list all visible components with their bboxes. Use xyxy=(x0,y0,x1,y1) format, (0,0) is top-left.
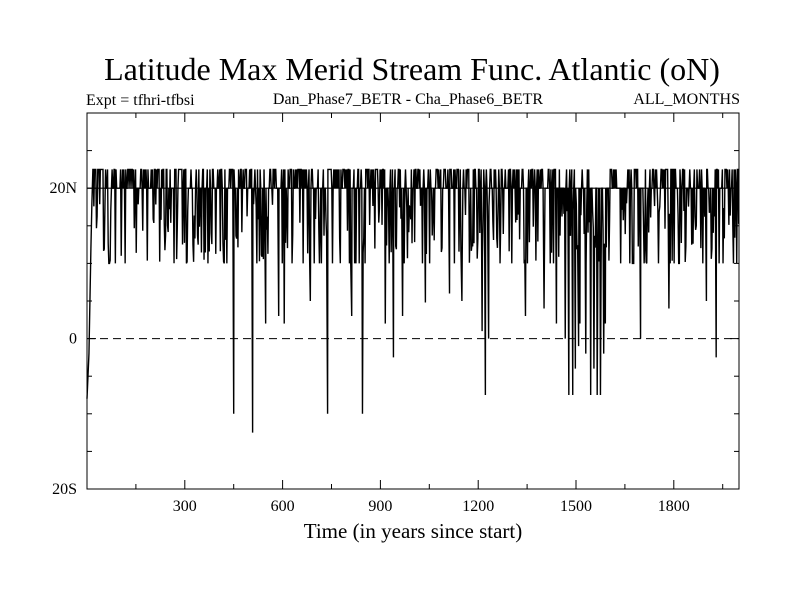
x-tick-label: 1800 xyxy=(658,498,690,515)
x-tick-label: 1200 xyxy=(462,498,494,515)
months-label: ALL_MONTHS xyxy=(633,91,740,108)
comparison-label: Dan_Phase7_BETR - Cha_Phase6_BETR xyxy=(273,91,544,108)
data-series xyxy=(86,168,740,433)
x-tick-label: 900 xyxy=(368,498,392,515)
y-tick-label: 20N xyxy=(49,180,77,197)
x-tick-label: 300 xyxy=(173,498,197,515)
y-axis-ticks: 20S 0 20N xyxy=(49,150,739,498)
x-axis-ticks: 300 600 900 1200 1500 1800 xyxy=(135,113,724,515)
y-tick-label: 20S xyxy=(52,481,77,498)
y-tick-label: 0 xyxy=(69,331,77,348)
x-axis-label: Time (in years since start) xyxy=(304,519,523,543)
series-line xyxy=(86,168,740,433)
x-tick-label: 1500 xyxy=(560,498,592,515)
chart-title: Latitude Max Merid Stream Func. Atlantic… xyxy=(104,51,720,87)
x-tick-label: 600 xyxy=(271,498,295,515)
experiment-label: Expt = tfhri-tfbsi xyxy=(86,92,195,109)
